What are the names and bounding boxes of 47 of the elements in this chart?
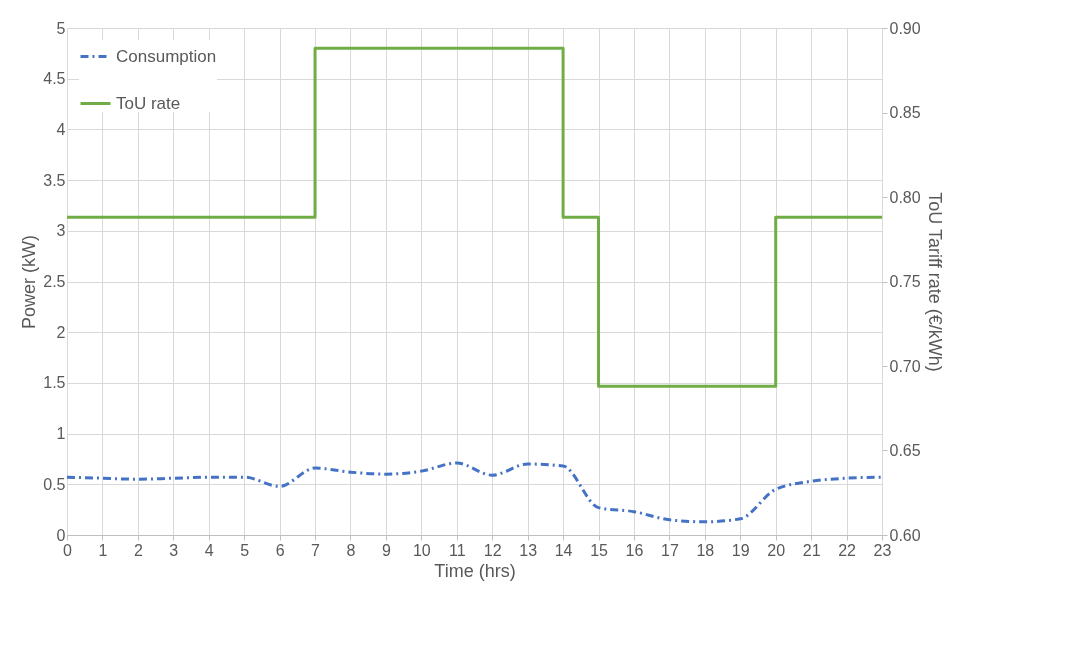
x-tick-label: 17 xyxy=(660,541,679,559)
x-tick-label: 21 xyxy=(802,541,821,559)
x-tick-label: 22 xyxy=(838,541,857,559)
y-tick-label: 1.5 xyxy=(43,374,66,392)
legend-label: ToU rate xyxy=(116,93,181,113)
x-tick-label: 16 xyxy=(625,541,644,559)
x-tick-label: 23 xyxy=(873,541,892,559)
y-axis-title: Power (kW) xyxy=(19,235,40,329)
x-tick-label: 9 xyxy=(381,541,391,559)
x-tick-label: 11 xyxy=(448,541,466,559)
y2-axis-title: ToU Tariff rate (€/kWh) xyxy=(924,192,945,372)
x-tick-label: 13 xyxy=(519,541,538,559)
y-tick-label: 1 xyxy=(56,425,66,443)
y-tick-label: 0 xyxy=(56,526,66,544)
x-tick-label: 6 xyxy=(275,541,285,559)
line-series xyxy=(65,461,884,524)
x-tick-label: 8 xyxy=(346,541,356,559)
x-tick-label: 2 xyxy=(133,541,143,559)
x-tick-label: 15 xyxy=(590,541,609,559)
x-tick-label: 14 xyxy=(554,541,573,559)
x-tick-label: 18 xyxy=(696,541,715,559)
x-tick-label: 5 xyxy=(240,541,250,559)
y2-tick-label: 0.70 xyxy=(889,357,921,375)
y-tick-label: 3 xyxy=(56,222,66,240)
x-tick-label: 20 xyxy=(767,541,786,559)
x-tick-label: 12 xyxy=(483,541,502,559)
x-axis-title: Time (hrs) xyxy=(434,560,516,581)
y-tick-label: 3.5 xyxy=(43,171,66,189)
x-tick-label: 4 xyxy=(204,541,214,559)
y2-tick-label: 0.65 xyxy=(889,442,921,459)
y-tick-label: 2.5 xyxy=(43,273,66,290)
x-tick-label: 1 xyxy=(98,541,108,559)
x-tick-label: 19 xyxy=(731,541,750,559)
y2-tick-label: 0.90 xyxy=(889,19,921,37)
y2-tick-label: 0.85 xyxy=(889,104,921,121)
y-tick-label: 2 xyxy=(56,323,66,341)
y2-tick-label: 0.75 xyxy=(889,273,921,290)
y-tick-label: 4 xyxy=(56,120,66,138)
x-tick-label: 10 xyxy=(412,541,431,559)
y2-tick-label: 0.80 xyxy=(889,188,921,206)
legend-label: Consumption xyxy=(116,46,217,66)
y2-tick-label: 0.60 xyxy=(889,526,921,544)
x-tick-label: 3 xyxy=(169,541,179,559)
y-tick-label: 5 xyxy=(56,19,66,37)
x-tick-label: 7 xyxy=(311,541,321,559)
y-tick-label: 0.5 xyxy=(43,475,66,493)
y-tick-label: 4.5 xyxy=(43,70,66,88)
